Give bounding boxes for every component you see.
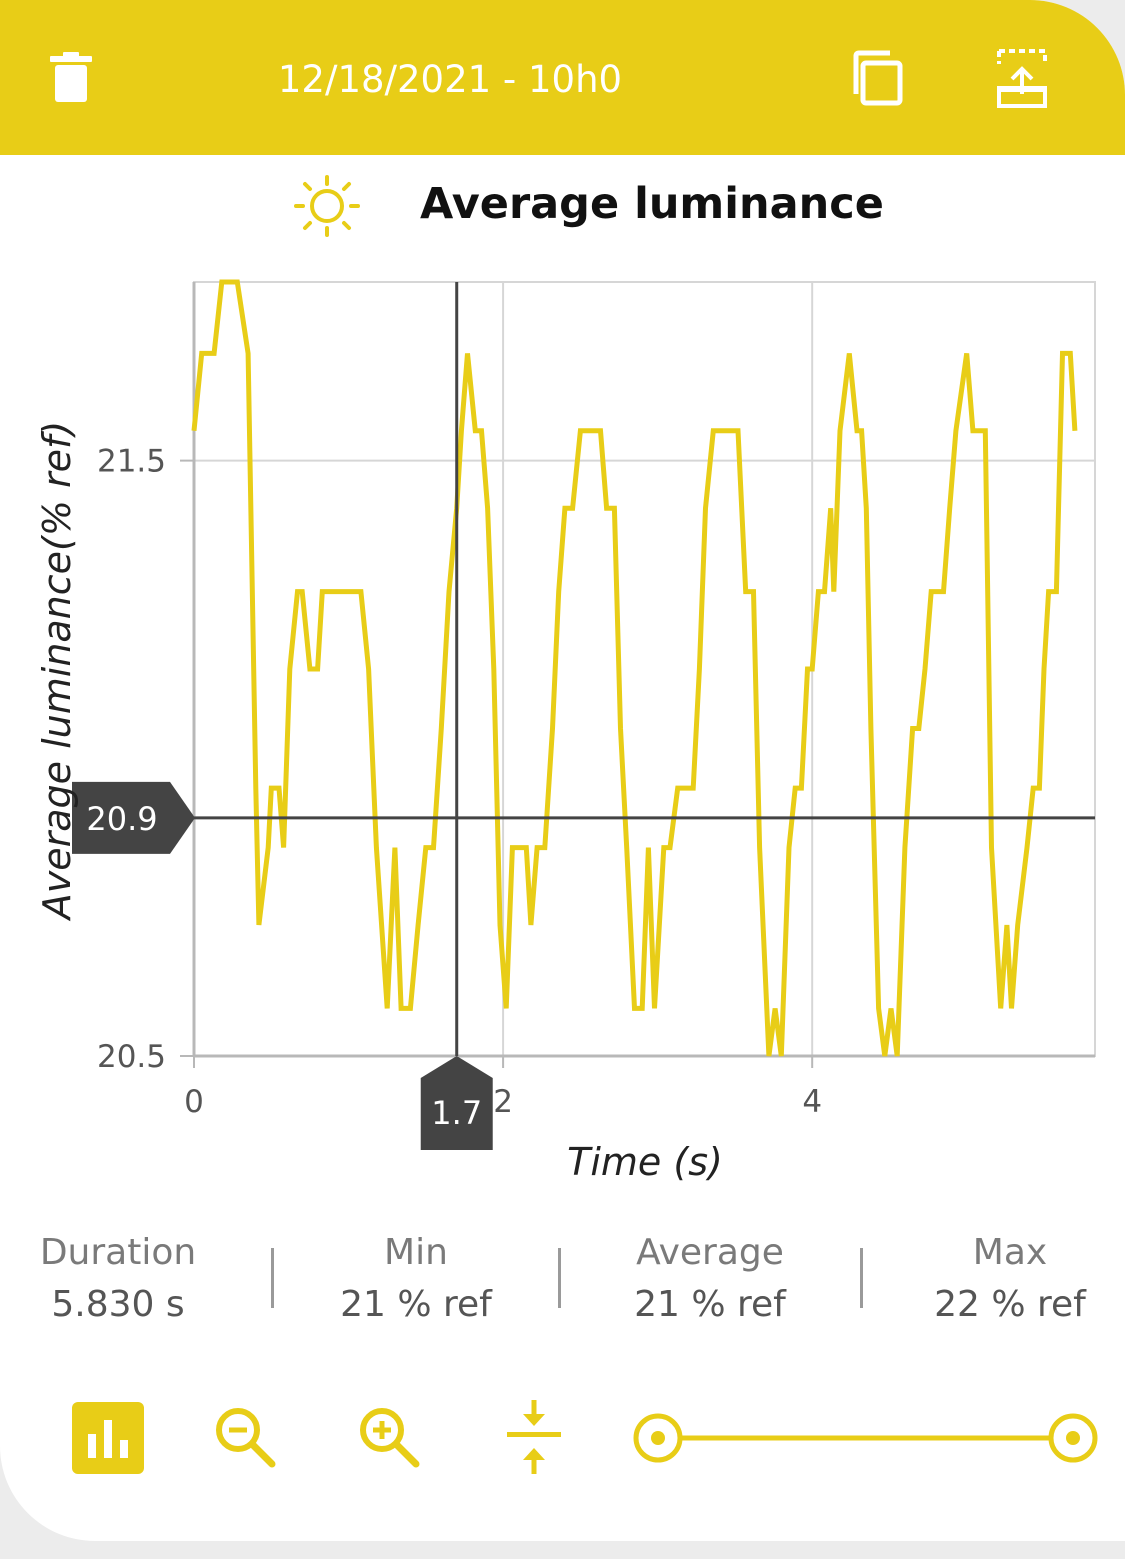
stat-label: Min [384,1232,448,1273]
stat-average: Average 21 % ref [590,1228,830,1330]
x-tick-label: 2 [493,1084,513,1120]
stat-divider [271,1248,274,1308]
zoom-out-icon [216,1408,276,1468]
luminance-chart[interactable]: 20.9 1.7 0 2 4 21.5 20.5 Time (s) Average lum… [0,240,1125,1200]
stat-min: Min 21 % ref [296,1228,536,1330]
range-slider[interactable] [632,1410,1100,1466]
fit-vertical-button[interactable] [503,1398,565,1476]
export-icon [997,49,1047,108]
copy-icon [853,50,903,106]
chart-mode-button[interactable] [72,1402,144,1474]
stat-value: 21 % ref [634,1284,786,1325]
top-bar: 12/18/2021 - 10h0 [0,0,1125,155]
series-line [191,279,1078,1057]
x-tick-label: 4 [802,1084,822,1120]
delete-button[interactable] [48,52,94,104]
stat-label: Average [636,1232,784,1273]
compress-vertical-icon [507,1400,561,1474]
range-start-handle[interactable] [633,1413,683,1463]
bar-chart-icon [88,1420,128,1458]
chart-title: Average luminance [420,179,884,229]
y-tick-label: 20.5 [97,1039,166,1075]
stat-label: Max [972,1232,1048,1273]
stat-value: 21 % ref [340,1284,492,1325]
stat-value: 5.830 s [51,1284,185,1325]
chart-grid [192,281,1096,1058]
y-tick-label: 21.5 [97,444,166,480]
recording-title: 12/18/2021 - 10h0 [277,58,623,101]
cursor-x-tooltip: 1.7 [420,1056,493,1150]
stat-label: Duration [39,1232,197,1273]
copy-button[interactable] [850,50,906,108]
cursor-y-tooltip: 20.9 [72,781,195,854]
stat-divider [558,1248,561,1308]
stat-max: Max 22 % ref [890,1228,1125,1330]
stat-divider [860,1248,863,1308]
x-axis-label: Time (s) [567,1140,723,1184]
zoom-in-icon [360,1408,420,1468]
x-tick-label: 0 [184,1084,204,1120]
stat-value: 22 % ref [934,1284,1086,1325]
sun-icon [292,174,362,238]
stat-duration: Duration 5.830 s [0,1228,238,1330]
zoom-in-button[interactable] [356,1404,422,1470]
zoom-out-button[interactable] [212,1404,278,1470]
cursor-x-value: 1.7 [431,1094,482,1132]
export-button[interactable] [995,48,1049,110]
trash-icon [50,52,92,102]
y-axis-label: Average luminance(% ref) [35,421,79,923]
range-end-handle[interactable] [1048,1413,1098,1463]
cursor-y-value: 20.9 [86,800,157,838]
